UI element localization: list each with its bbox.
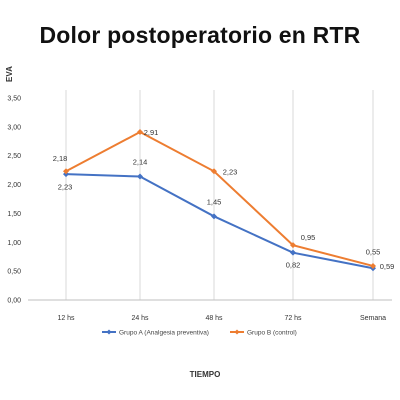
y-tick-label: 0,00 xyxy=(7,298,21,305)
x-tick-label: 24 hs xyxy=(131,315,149,322)
legend-label-0: Grupo A (Analgesia preventiva) xyxy=(119,330,209,337)
y-tick-label: 0,50 xyxy=(7,269,21,276)
y-axis-label: EVA xyxy=(5,66,14,82)
data-label: 2,23 xyxy=(58,182,73,191)
y-tick-label: 2,00 xyxy=(7,182,21,189)
data-point xyxy=(137,173,143,180)
y-tick-label: 2,50 xyxy=(7,153,21,160)
data-point xyxy=(211,168,217,175)
chart-title: Dolor postoperatorio en RTR xyxy=(39,22,361,48)
y-tick-label: 1,50 xyxy=(7,211,21,218)
y-tick-label: 3,00 xyxy=(7,124,21,131)
data-label: 1,45 xyxy=(207,197,222,206)
data-label: 2,91 xyxy=(144,128,159,137)
data-point xyxy=(137,129,143,136)
x-tick-label: 48 hs xyxy=(205,315,223,322)
x-tick-label: 72 hs xyxy=(284,315,302,322)
data-label: 0,59 xyxy=(380,262,395,271)
x-tick-label: 12 hs xyxy=(57,315,75,322)
data-point xyxy=(211,213,217,220)
legend-marker-1 xyxy=(234,329,240,335)
data-point xyxy=(63,168,69,175)
data-label: 0,55 xyxy=(366,247,381,256)
data-label: 0,95 xyxy=(301,233,316,242)
y-tick-label: 3,50 xyxy=(7,96,21,103)
y-tick-label: 1,00 xyxy=(7,240,21,247)
data-label: 0,82 xyxy=(286,261,301,270)
data-label: 2,14 xyxy=(133,157,148,166)
legend-label-1: Grupo B (control) xyxy=(247,330,297,337)
data-label: 2,18 xyxy=(53,154,68,163)
data-label: 2,23 xyxy=(223,167,238,176)
legend-marker-0 xyxy=(106,329,112,335)
x-axis-label: TIEMPO xyxy=(190,370,221,379)
data-point xyxy=(290,242,296,249)
x-tick-label: Semana xyxy=(360,315,386,322)
data-point xyxy=(370,262,376,269)
data-point xyxy=(290,249,296,256)
